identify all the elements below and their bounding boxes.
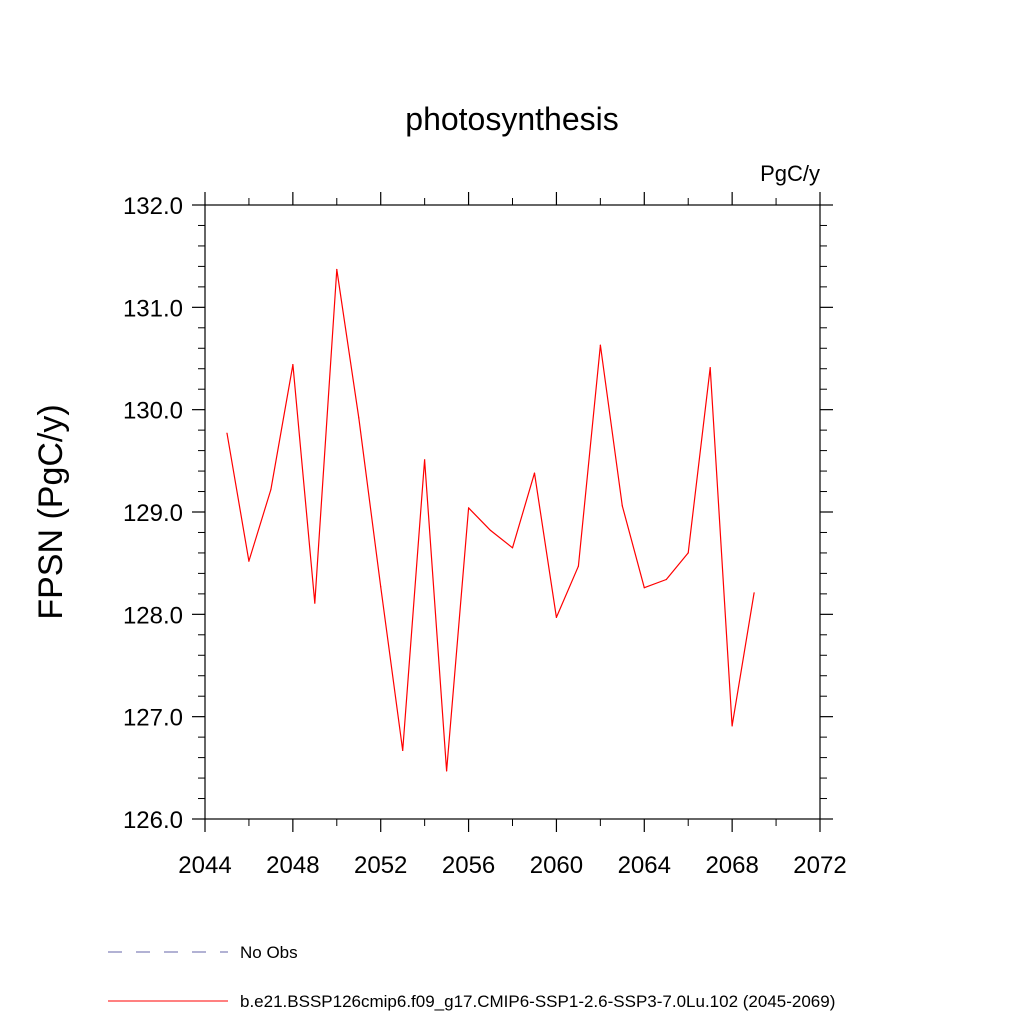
axis-ticks xyxy=(192,192,833,832)
data-point xyxy=(248,560,250,562)
data-point xyxy=(511,547,514,549)
y-axis-label: FPSN (PgC/y) xyxy=(32,404,70,619)
data-point xyxy=(665,578,667,581)
axis-tick-labels: 2044 2048 2052 2056 2060 2064 2068 2072 126.0 127… xyxy=(123,193,847,879)
plot-frame xyxy=(204,204,821,820)
x-tick-label: 2044 xyxy=(178,852,231,879)
units-label: PgC/y xyxy=(760,161,820,186)
y-tick-label: 131.0 xyxy=(123,295,183,322)
legend: No Obs b.e21.BSSP126cmip6.f09_g17.CMIP6-S… xyxy=(108,943,835,1011)
data-point xyxy=(621,505,623,507)
x-tick-label: 2072 xyxy=(793,852,846,879)
x-tick-label: 2052 xyxy=(354,852,407,879)
data-point xyxy=(424,459,426,461)
series-line xyxy=(226,268,755,772)
y-tick-label: 130.0 xyxy=(123,398,183,425)
data-point xyxy=(753,592,755,594)
data-point xyxy=(226,432,228,434)
y-tick-label: 128.0 xyxy=(123,602,183,629)
data-point xyxy=(533,472,536,474)
data-point xyxy=(270,488,272,491)
data-point xyxy=(402,749,404,752)
data-point xyxy=(577,565,579,567)
data-point xyxy=(467,507,470,509)
data-point xyxy=(731,725,733,727)
y-tick-label: 126.0 xyxy=(123,807,183,834)
y-tick-label: 129.0 xyxy=(123,500,183,527)
x-tick-label: 2056 xyxy=(442,852,495,879)
data-point xyxy=(709,367,711,369)
data-point xyxy=(555,616,558,619)
chart-title: photosynthesis xyxy=(405,101,618,137)
x-tick-label: 2068 xyxy=(705,852,758,879)
data-point xyxy=(599,344,601,346)
data-point xyxy=(687,552,689,554)
data-point xyxy=(336,268,338,271)
series-group xyxy=(226,268,755,772)
data-point xyxy=(643,587,645,589)
data-point xyxy=(314,602,316,604)
y-tick-label: 132.0 xyxy=(123,193,183,220)
x-tick-label: 2064 xyxy=(618,852,671,879)
data-point xyxy=(380,586,382,588)
x-tick-label: 2060 xyxy=(530,852,583,879)
data-point xyxy=(292,364,294,366)
y-tick-label: 127.0 xyxy=(123,705,183,732)
data-point xyxy=(358,417,360,419)
data-point xyxy=(446,770,448,772)
x-tick-label: 2048 xyxy=(266,852,319,879)
legend-label-0: No Obs xyxy=(240,943,298,962)
data-point xyxy=(489,529,492,532)
legend-label-1: b.e21.BSSP126cmip6.f09_g17.CMIP6-SSP1-2.… xyxy=(240,992,835,1011)
